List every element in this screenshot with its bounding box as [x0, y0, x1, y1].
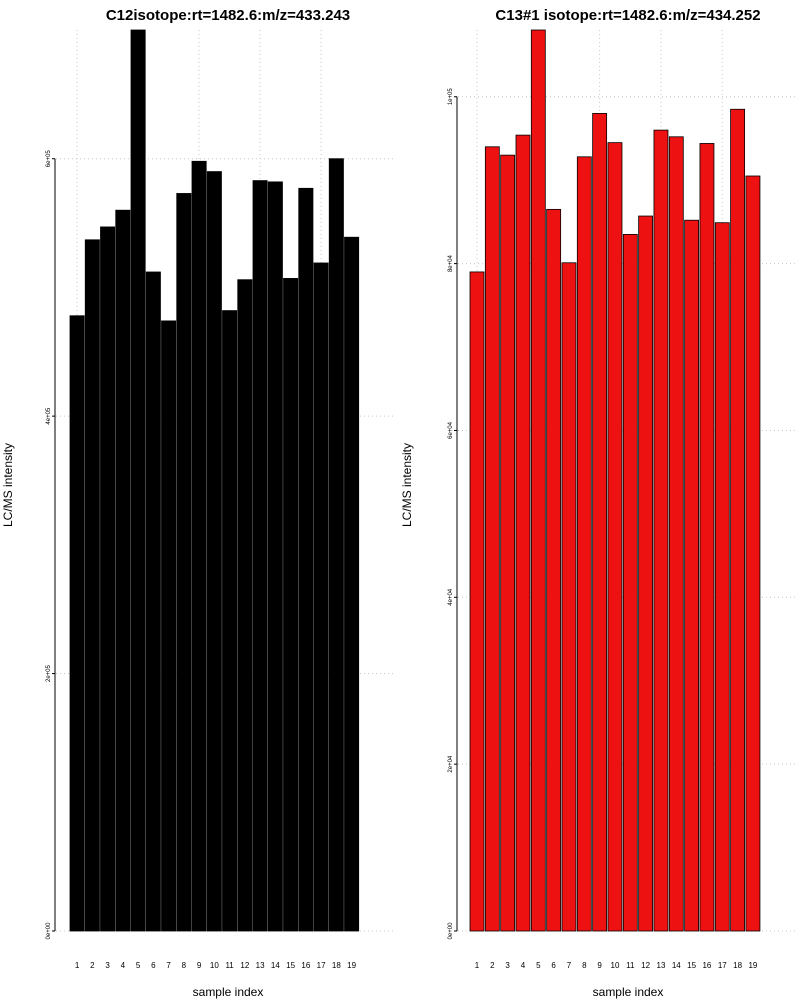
c13-xtick-label: 3: [505, 961, 510, 970]
c12-xtick-label: 12: [240, 961, 249, 970]
c12-xtick-label: 2: [90, 961, 95, 970]
c13-xtick-label: 19: [748, 961, 757, 970]
c12-bar-4: [115, 209, 131, 932]
c12-xtick-label: 14: [271, 961, 280, 970]
c13-xtick-label: 7: [567, 961, 572, 970]
c13-xtick-label: 4: [521, 961, 526, 970]
c12-bar-11: [222, 310, 238, 932]
c13-xtick-label: 9: [597, 961, 602, 970]
c12-xtick-label: 1: [75, 961, 80, 970]
c13-bar-5: [530, 29, 546, 932]
c12-xtick-label: 8: [182, 961, 187, 970]
c13-xtick-label: 13: [657, 961, 666, 970]
c13-bar-18: [730, 108, 746, 932]
c13-ytick-label: 8e+04: [448, 255, 454, 273]
c12-bar-9: [191, 160, 207, 932]
c12-xtick-label: 11: [225, 961, 234, 970]
c12-xtick-label: 5: [136, 961, 141, 970]
c13-chart-title: C13#1 isotope:rt=1482.6:m/z=434.252: [495, 7, 760, 24]
c12-bar-1: [69, 315, 85, 932]
c13-bar-11: [622, 233, 638, 932]
c12-bar-12: [237, 279, 253, 932]
c12-xtick-label: 7: [166, 961, 171, 970]
c12-xtick-label: 17: [317, 961, 326, 970]
c12-bar-8: [176, 193, 192, 932]
c13-xtick-label: 11: [626, 961, 635, 970]
c13-ytick-label: 6e+04: [448, 421, 454, 439]
c12-xtick-label: 6: [151, 961, 156, 970]
c13-bar-2: [484, 146, 500, 932]
c12-bar-14: [267, 181, 283, 932]
c13-y-axis-label: LC/MS intensity: [400, 443, 414, 527]
c12-bar-2: [84, 239, 100, 932]
c12-bar-10: [206, 171, 222, 932]
c13-bar-7: [561, 262, 577, 932]
c12-ytick-label: 4e+05: [46, 407, 52, 425]
c13-bar-16: [699, 143, 715, 932]
c13-xtick-label: 8: [582, 961, 587, 970]
c12-xtick-label: 3: [105, 961, 110, 970]
c13-bar-19: [745, 175, 761, 932]
c13-bar-3: [500, 154, 516, 932]
c13-xtick-label: 12: [641, 961, 650, 970]
c12-bar-13: [252, 180, 268, 932]
c12-bar-15: [283, 278, 299, 932]
c13-xtick-label: 14: [672, 961, 681, 970]
c13-bar-13: [653, 129, 669, 932]
c13-xtick-label: 5: [536, 961, 541, 970]
c13-x-axis-label: sample index: [593, 985, 664, 999]
c13-bar-9: [592, 113, 608, 932]
c12-bar-16: [298, 187, 314, 932]
c12-bar-3: [100, 226, 116, 932]
c12-bar-18: [328, 158, 344, 932]
c12-ytick-label: 0e+00: [46, 922, 52, 940]
c12-x-axis-label: sample index: [193, 985, 264, 999]
c13-xtick-label: 15: [687, 961, 696, 970]
c13-xtick-label: 17: [718, 961, 727, 970]
c12-xtick-label: 4: [121, 961, 126, 970]
c12-xtick-label: 18: [332, 961, 341, 970]
c13-ytick-label: 0e+00: [448, 922, 454, 940]
c13-ytick-label: 4e+04: [448, 588, 454, 606]
c12-xtick-label: 19: [347, 961, 356, 970]
c12-xtick-label: 9: [197, 961, 202, 970]
c13-xtick-label: 2: [490, 961, 495, 970]
c13-xtick-label: 10: [611, 961, 620, 970]
c13-xtick-label: 1: [475, 961, 480, 970]
c12-bar-17: [313, 262, 329, 932]
c12-xtick-label: 16: [301, 961, 310, 970]
c13-bar-14: [668, 136, 684, 932]
c12-bar-7: [161, 320, 177, 932]
c13-xtick-label: 6: [551, 961, 556, 970]
c12-ytick-label: 6e+05: [46, 150, 52, 168]
c12-chart-title: C12isotope:rt=1482.6:m/z=433.243: [106, 7, 350, 24]
c13-ytick-label: 2e+04: [448, 755, 454, 773]
c13-bar-10: [607, 142, 623, 932]
c12-ytick-label: 2e+05: [46, 664, 52, 682]
c12-y-axis-label: LC/MS intensity: [1, 443, 15, 527]
c13-bar-8: [576, 156, 592, 932]
c13-ytick-label: 1e+05: [448, 88, 454, 106]
c12-xtick-label: 13: [256, 961, 265, 970]
c12-xtick-label: 15: [286, 961, 295, 970]
c13-bar-6: [546, 208, 562, 932]
c13-bar-12: [638, 215, 654, 932]
c13-bar-4: [515, 134, 531, 932]
c12-bar-6: [145, 271, 161, 932]
c12-bar-5: [130, 29, 146, 932]
c13-xtick-label: 18: [733, 961, 742, 970]
c13-bar-17: [714, 222, 730, 932]
c13-xtick-label: 16: [702, 961, 711, 970]
c12-bar-19: [344, 236, 360, 932]
c13-bar-15: [684, 219, 700, 932]
c12-xtick-label: 10: [210, 961, 219, 970]
c13-bar-1: [469, 271, 485, 932]
